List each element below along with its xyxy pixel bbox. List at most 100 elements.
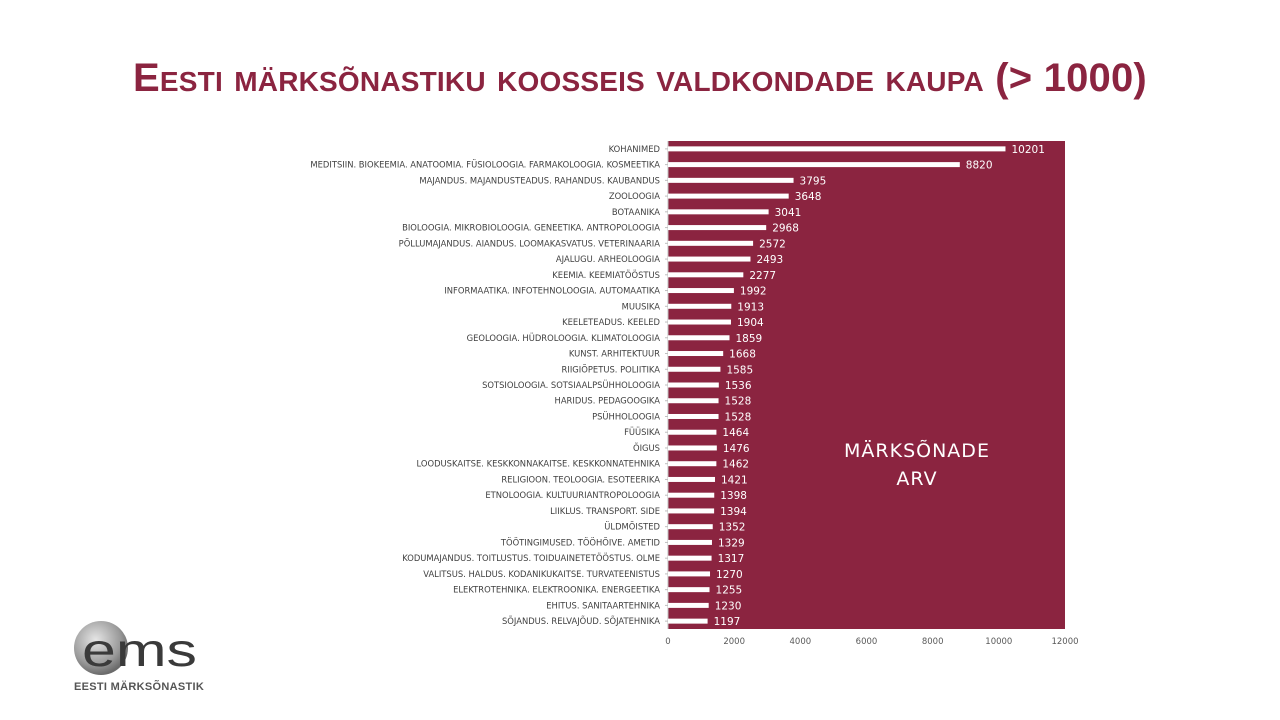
ems-logo: ems xyxy=(74,621,197,676)
x-tick-label: 10000 xyxy=(985,637,1012,647)
category-label: FÜÜSIKA xyxy=(624,427,660,437)
bar xyxy=(668,429,717,435)
data-label: 1536 xyxy=(725,380,752,392)
category-label: HARIDUS. PEDAGOOGIKA xyxy=(555,396,661,406)
data-label: 1230 xyxy=(715,600,742,612)
category-label: LIIKLUS. TRANSPORT. SIDE xyxy=(550,506,660,516)
bar xyxy=(668,461,717,467)
data-label: 1270 xyxy=(716,569,743,581)
bar xyxy=(668,209,769,215)
bar xyxy=(668,303,732,309)
data-label: 2968 xyxy=(772,223,799,235)
category-label: KOHANIMED xyxy=(609,144,660,154)
category-label: MEDITSIIN. BIOKEEMIA. ANATOOMIA. FÜSIOLO… xyxy=(310,160,660,170)
bar xyxy=(668,319,731,325)
data-label: 2493 xyxy=(756,254,783,266)
data-label: 1528 xyxy=(725,396,752,408)
data-label: 1528 xyxy=(725,411,752,423)
bar xyxy=(668,225,767,231)
bar xyxy=(668,524,713,530)
category-label: MAJANDUS. MAJANDUSTEADUS. RAHANDUS. KAUB… xyxy=(419,175,660,185)
x-tick-label: 4000 xyxy=(790,637,812,647)
data-label: 1904 xyxy=(737,317,764,329)
bar xyxy=(668,539,712,545)
bar xyxy=(668,193,789,199)
bar xyxy=(668,555,712,561)
data-label: 1255 xyxy=(716,585,743,597)
data-label: 1394 xyxy=(720,506,747,518)
category-label: PÕLLUMAJANDUS. AIANDUS. LOOMAKASVATUS. V… xyxy=(399,237,661,248)
data-label: 1421 xyxy=(721,474,748,486)
slide-title: Eesti märksõnastiku koosseis valdkondade… xyxy=(133,56,1147,100)
logo-mark: ems xyxy=(82,624,197,676)
x-tick-label: 2000 xyxy=(723,637,745,647)
data-label: 10201 xyxy=(1011,144,1044,156)
data-label: 1859 xyxy=(736,333,763,345)
data-label: 1329 xyxy=(718,537,745,549)
category-label: RIIGIÕPETUS. POLIITIKA xyxy=(562,363,661,374)
category-label: VALITSUS. HALDUS. KODANIKUKAITSE. TURVAT… xyxy=(423,569,660,579)
x-tick-label: 0 xyxy=(665,637,670,647)
category-label: BOTAANIKA xyxy=(612,207,660,217)
bar xyxy=(668,508,715,514)
logo-sphere-icon xyxy=(74,621,128,675)
category-label: AJALUGU. ARHEOLOOGIA xyxy=(556,254,660,264)
category-label: PSÜHHOLOOGIA xyxy=(592,411,660,421)
data-label: 3795 xyxy=(800,175,827,187)
data-label: 1992 xyxy=(740,286,767,298)
category-label: MUUSIKA xyxy=(622,301,661,311)
category-label: ÕIGUS xyxy=(633,442,660,453)
x-tick-label: 12000 xyxy=(1051,637,1078,647)
bar xyxy=(668,366,721,372)
category-label: ZOOLOOGIA xyxy=(609,191,660,201)
category-label: EHITUS. SANITAARTEHNIKA xyxy=(546,600,660,610)
x-tick-label: 6000 xyxy=(856,637,878,647)
category-label: ETNOLOOGIA. KULTUURIANTROPOLOOGIA xyxy=(485,490,660,500)
bar xyxy=(668,272,744,278)
data-label: 2277 xyxy=(749,270,776,282)
bar xyxy=(668,382,719,388)
bar xyxy=(668,476,716,482)
category-label: LOODUSKAITSE. KESKKONNAKAITSE. KESKKONNA… xyxy=(417,459,661,469)
data-label: 1476 xyxy=(723,443,750,455)
logo-caption: EESTI MÄRKSÕNASTIK xyxy=(74,681,205,693)
bar xyxy=(668,618,708,624)
category-label: GEOLOOGIA. HÜDROLOOGIA. KLIMATOLOOGIA xyxy=(467,333,661,343)
category-label: ÜLDMÕISTED xyxy=(604,521,660,532)
data-label: 1197 xyxy=(714,616,741,628)
bar xyxy=(668,335,730,341)
data-label: 1317 xyxy=(718,553,745,565)
category-label: INFORMAATIKA. INFOTEHNOLOOGIA. AUTOMAATI… xyxy=(444,286,660,296)
data-label: 1464 xyxy=(722,427,749,439)
data-label: 8820 xyxy=(966,160,993,172)
legend-line-2: ARV xyxy=(896,468,937,490)
category-label: ELEKTROTEHNIKA. ELEKTROONIKA. ENERGEETIK… xyxy=(453,585,660,595)
data-label: 1585 xyxy=(726,364,753,376)
bar xyxy=(668,571,711,577)
data-label: 1668 xyxy=(729,349,756,361)
bar xyxy=(668,288,734,294)
bar xyxy=(668,162,960,168)
bar xyxy=(668,445,717,451)
category-label: KODUMAJANDUS. TOITLUSTUS. TOIDUAINETETÖÖ… xyxy=(402,553,660,563)
bar xyxy=(668,256,751,262)
bar xyxy=(668,351,724,357)
data-label: 3648 xyxy=(795,191,822,203)
data-label: 3041 xyxy=(775,207,802,219)
category-label: TÖÖTINGIMUSED. TÖÖHÕIVE. AMETID xyxy=(500,536,660,547)
data-label: 1913 xyxy=(737,301,764,313)
category-label: KUNST. ARHITEKTUUR xyxy=(569,349,660,359)
bar xyxy=(668,492,715,498)
category-label: SÕJANDUS. RELVAJÕUD. SÕJATEHNIKA xyxy=(502,615,660,626)
bar xyxy=(668,587,710,593)
bar xyxy=(668,240,754,246)
bar xyxy=(668,413,719,419)
data-label: 1462 xyxy=(722,459,749,471)
bar xyxy=(668,398,719,404)
bar xyxy=(668,146,1006,152)
bar xyxy=(668,602,709,608)
category-label: BIOLOOGIA. MIKROBIOLOOGIA. GENEETIKA. AN… xyxy=(402,223,660,233)
category-label: RELIGIOON. TEOLOOGIA. ESOTEERIKA xyxy=(501,474,660,484)
plot-background xyxy=(668,141,1065,629)
category-label: SOTSIOLOOGIA. SOTSIAALPSÜHHOLOOGIA xyxy=(482,380,660,390)
